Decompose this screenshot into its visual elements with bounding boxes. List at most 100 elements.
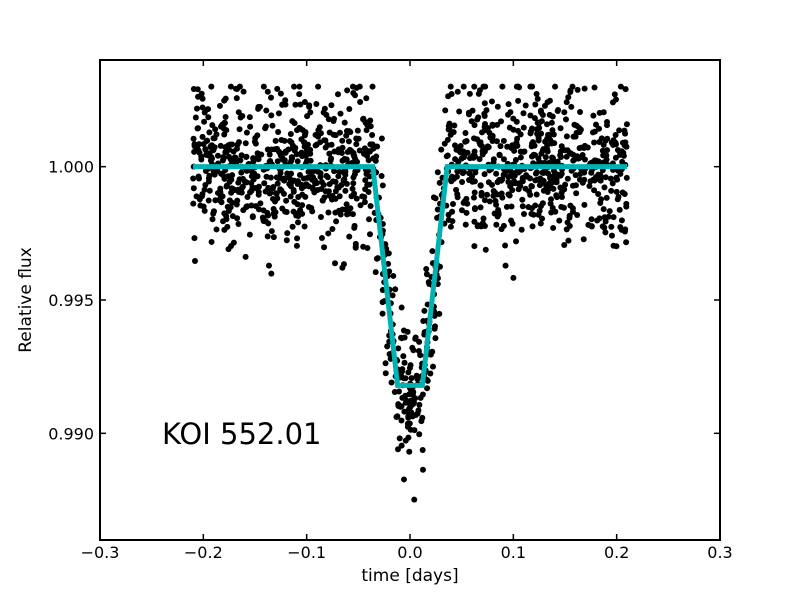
data-point bbox=[250, 155, 257, 162]
data-point bbox=[493, 170, 500, 177]
data-point bbox=[557, 172, 564, 179]
data-point bbox=[547, 200, 554, 207]
data-point bbox=[512, 180, 519, 187]
data-point bbox=[394, 446, 401, 453]
data-point bbox=[287, 193, 294, 200]
data-point bbox=[191, 148, 198, 155]
data-point bbox=[386, 351, 393, 358]
data-point bbox=[305, 168, 312, 175]
data-point bbox=[373, 255, 380, 262]
data-point bbox=[249, 213, 256, 220]
data-point bbox=[412, 335, 419, 342]
data-point bbox=[332, 260, 339, 267]
data-point bbox=[533, 126, 540, 133]
data-point bbox=[211, 144, 218, 151]
data-point bbox=[333, 218, 340, 225]
data-point bbox=[563, 133, 570, 140]
data-point bbox=[513, 238, 520, 245]
data-point bbox=[557, 153, 564, 160]
data-point bbox=[352, 168, 359, 175]
data-point bbox=[270, 234, 277, 241]
data-point bbox=[362, 177, 369, 184]
data-point bbox=[527, 112, 534, 119]
data-point bbox=[444, 152, 451, 159]
data-point bbox=[339, 144, 346, 151]
data-point bbox=[489, 122, 496, 129]
data-point bbox=[367, 123, 374, 130]
data-point bbox=[347, 205, 354, 212]
data-point bbox=[297, 101, 304, 108]
data-point bbox=[357, 99, 364, 106]
data-point bbox=[431, 312, 438, 319]
data-point bbox=[193, 193, 200, 200]
data-point bbox=[393, 413, 400, 420]
data-point bbox=[447, 83, 454, 90]
data-point bbox=[465, 111, 472, 118]
data-point bbox=[406, 420, 413, 427]
data-point bbox=[372, 269, 379, 276]
data-point bbox=[216, 197, 223, 204]
data-point bbox=[239, 113, 246, 119]
data-point bbox=[551, 167, 557, 174]
data-point bbox=[519, 203, 526, 210]
data-point bbox=[580, 236, 587, 243]
data-point bbox=[301, 99, 308, 106]
data-point bbox=[496, 152, 503, 159]
data-point bbox=[406, 405, 413, 412]
data-point bbox=[529, 83, 536, 90]
data-point bbox=[454, 194, 461, 201]
data-point bbox=[250, 176, 257, 183]
data-point bbox=[363, 127, 370, 134]
data-point bbox=[562, 181, 569, 188]
data-point bbox=[500, 156, 507, 163]
data-point bbox=[343, 201, 350, 208]
data-point bbox=[530, 211, 537, 218]
data-point bbox=[369, 132, 376, 139]
data-point bbox=[366, 231, 373, 238]
data-point bbox=[220, 154, 227, 161]
data-point bbox=[477, 182, 484, 189]
data-point bbox=[206, 187, 213, 194]
data-point bbox=[205, 114, 212, 121]
data-point bbox=[613, 188, 620, 195]
data-point bbox=[604, 135, 611, 142]
data-point bbox=[484, 191, 491, 198]
data-point bbox=[199, 95, 206, 102]
data-point bbox=[234, 141, 241, 148]
data-point bbox=[234, 197, 241, 204]
data-point bbox=[479, 220, 486, 227]
data-point bbox=[489, 134, 496, 141]
data-point bbox=[209, 216, 216, 223]
data-point bbox=[320, 181, 327, 188]
data-point bbox=[485, 144, 492, 151]
data-point bbox=[344, 211, 351, 218]
data-point bbox=[395, 345, 402, 352]
data-point bbox=[243, 167, 250, 174]
data-point bbox=[201, 186, 208, 193]
data-point bbox=[573, 190, 580, 197]
data-point bbox=[581, 85, 588, 92]
data-point bbox=[361, 194, 368, 201]
data-point bbox=[565, 94, 572, 101]
data-point bbox=[538, 109, 545, 116]
data-point bbox=[527, 191, 534, 198]
data-point bbox=[265, 184, 272, 191]
data-point bbox=[277, 170, 284, 177]
data-point bbox=[597, 177, 604, 184]
data-point bbox=[266, 146, 273, 153]
data-point bbox=[557, 125, 564, 132]
data-point bbox=[623, 121, 630, 128]
data-point bbox=[520, 211, 527, 218]
data-point bbox=[598, 196, 605, 203]
data-point bbox=[477, 204, 484, 211]
data-point bbox=[296, 91, 303, 98]
data-point bbox=[263, 107, 270, 114]
data-point bbox=[475, 114, 482, 121]
data-point bbox=[508, 217, 515, 224]
data-point bbox=[227, 156, 234, 163]
data-point bbox=[350, 89, 357, 96]
data-point bbox=[322, 137, 329, 144]
data-point bbox=[470, 154, 477, 161]
data-point bbox=[194, 86, 201, 93]
data-point bbox=[558, 189, 565, 196]
